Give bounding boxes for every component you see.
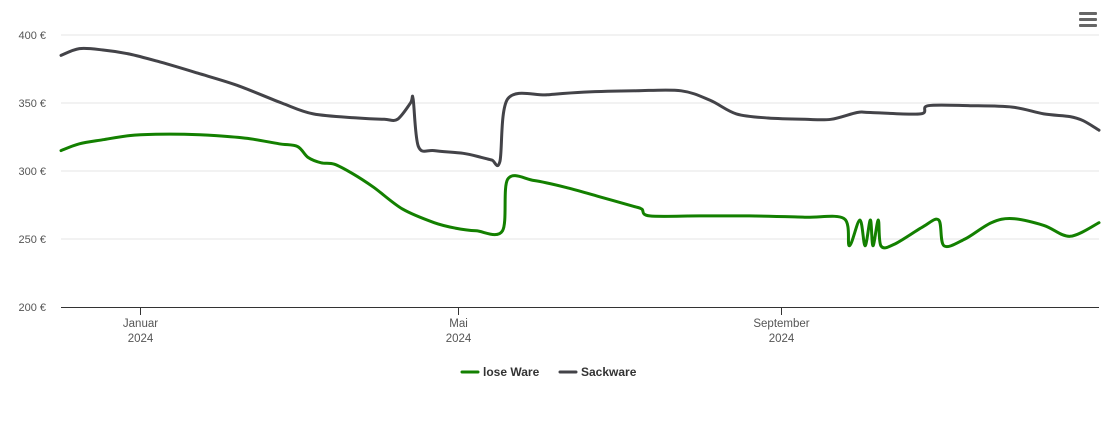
x-axis: Januar 2024 Mai 2024 September 2024	[61, 307, 1099, 345]
grid-lines	[61, 34, 1099, 240]
x-tick-month: September	[753, 318, 809, 330]
legend-item-lose-ware[interactable]: lose Ware	[460, 365, 540, 379]
legend: lose Ware Sackware	[460, 365, 637, 379]
legend-item-sackware[interactable]: Sackware	[558, 365, 637, 379]
y-tick-label: 250 €	[18, 234, 46, 246]
series-line-lose-ware[interactable]	[59, 132, 1101, 250]
series-line-sackware[interactable]	[59, 46, 1101, 168]
y-tick-label: 400 €	[18, 30, 46, 42]
x-tick-month: Januar	[123, 318, 158, 330]
y-axis: 400 € 350 € 300 € 250 € 200 €	[18, 30, 46, 314]
legend-label: Sackware	[581, 365, 637, 379]
x-tick-month: Mai	[449, 318, 468, 330]
y-tick-label: 350 €	[18, 98, 46, 110]
hamburger-menu-icon[interactable]	[1078, 12, 1098, 30]
y-tick-label: 300 €	[18, 166, 46, 178]
y-tick-label: 200 €	[18, 302, 46, 314]
x-tick-year: 2024	[446, 333, 472, 345]
legend-label: lose Ware	[483, 365, 540, 379]
series-lines	[59, 46, 1101, 250]
x-tick-year: 2024	[769, 333, 795, 345]
x-tick-year: 2024	[128, 333, 154, 345]
